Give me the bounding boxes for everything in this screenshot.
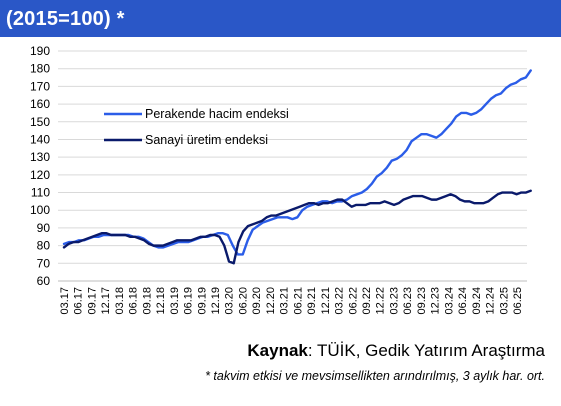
- x-tick-label: 09.19: [196, 287, 208, 315]
- source-text: : TÜİK, Gedik Yatırım Araştırma: [307, 341, 545, 360]
- x-tick-label: 06.19: [183, 287, 195, 315]
- x-tick-label: 06.23: [402, 287, 414, 315]
- y-tick-label: 150: [30, 115, 50, 129]
- y-tick-label: 130: [30, 150, 50, 164]
- x-tick-label: 09.20: [251, 287, 263, 315]
- x-tick-label: 09.24: [471, 287, 483, 315]
- x-tick-label: 03.20: [224, 287, 236, 315]
- x-tick-label: 09.17: [86, 287, 98, 315]
- x-tick-label: 09.22: [361, 287, 373, 315]
- y-axis-ticks: 60 70 80 90 100 110 120 130 140 150 160 170 180 190: [30, 44, 50, 288]
- y-tick-label: 170: [30, 79, 50, 93]
- x-tick-label: 12.23: [430, 287, 442, 315]
- x-tick-label: 03.25: [498, 287, 510, 315]
- y-tick-label: 80: [37, 239, 51, 253]
- x-tick-label: 06.24: [457, 287, 469, 315]
- source-credit: Kaynak: TÜİK, Gedik Yatırım Araştırma: [247, 341, 545, 361]
- x-tick-label: 06.21: [292, 287, 304, 315]
- chart-title: (2015=100) *: [6, 8, 125, 30]
- x-tick-label: 09.23: [416, 287, 428, 315]
- series-line-industry: [62, 189, 532, 265]
- y-tick-label: 110: [31, 186, 50, 200]
- x-tick-label: 06.20: [237, 287, 249, 315]
- chart-title-banner: (2015=100) *: [0, 0, 561, 37]
- series-line-retail: [62, 69, 532, 256]
- x-tick-label: 03.21: [279, 287, 291, 315]
- gridlines: [58, 50, 527, 282]
- y-tick-label: 180: [30, 62, 50, 76]
- x-tick-label: 03.24: [443, 287, 455, 315]
- series-lines: [62, 69, 532, 265]
- x-tick-label: 06.22: [347, 287, 359, 315]
- y-tick-label: 190: [30, 44, 50, 58]
- footnote: * takvim etkisi ve mevsimsellikten arınd…: [205, 369, 545, 383]
- x-tick-label: 06.25: [512, 287, 524, 315]
- x-tick-label: 12.22: [375, 287, 387, 315]
- legend-label: Perakende hacim endeksi: [145, 107, 289, 121]
- x-tick-label: 03.23: [388, 287, 400, 315]
- x-tick-label: 12.20: [265, 287, 277, 315]
- source-label: Kaynak: [247, 341, 308, 360]
- x-tick-label: 03.19: [169, 287, 181, 315]
- x-tick-label: 03.22: [334, 287, 346, 315]
- y-tick-label: 160: [30, 97, 50, 111]
- x-tick-label: 12.24: [485, 287, 497, 315]
- x-axis-ticks: 03.17 06.17 09.17 12.17 03.18 06.18 09.18 12.18…: [59, 287, 524, 315]
- x-tick-label: 12.21: [320, 287, 332, 315]
- y-tick-label: 140: [30, 132, 50, 146]
- x-tick-label: 12.18: [155, 287, 167, 315]
- x-tick-label: 12.17: [100, 287, 112, 315]
- x-tick-label: 03.18: [114, 287, 126, 315]
- legend: Perakende hacim endeksi Sanayi üretim end…: [104, 107, 289, 147]
- x-tick-label: 03.17: [59, 287, 71, 315]
- y-tick-label: 120: [30, 168, 50, 182]
- x-tick-label: 06.18: [128, 287, 140, 315]
- y-tick-label: 70: [37, 256, 51, 270]
- x-tick-label: 12.19: [210, 287, 222, 315]
- legend-label: Sanayi üretim endeksi: [145, 133, 268, 147]
- line-chart: 60 70 80 90 100 110 120 130 140 150 160 170 180 190 0…: [30, 44, 532, 315]
- x-tick-label: 09.18: [141, 287, 153, 315]
- y-tick-label: 90: [37, 221, 51, 235]
- x-tick-label: 06.17: [73, 287, 85, 315]
- y-tick-label: 100: [30, 203, 50, 217]
- y-tick-label: 60: [37, 274, 51, 288]
- x-tick-label: 09.21: [306, 287, 318, 315]
